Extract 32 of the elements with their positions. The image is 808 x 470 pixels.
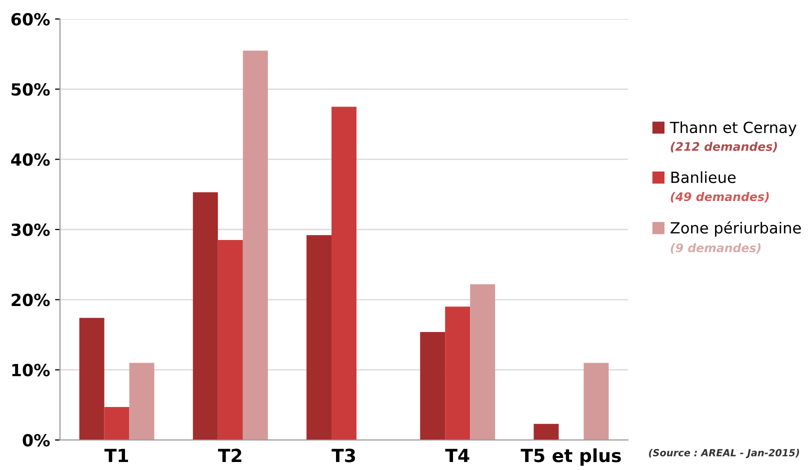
y-tick-label: 50% — [12, 83, 50, 96]
y-tick-label: 10% — [12, 364, 50, 376]
x-tick-label: T2 — [218, 448, 242, 462]
bar — [218, 240, 243, 440]
legend-label: Thann et Cernay — [670, 121, 796, 136]
bar — [332, 106, 356, 440]
legend-label: Zone périurbaine — [670, 221, 801, 237]
text: (9 demandes) — [670, 243, 761, 254]
bar — [242, 50, 268, 440]
y-tick-label: 0% — [22, 434, 50, 447]
x-tick-label: T5 et plus — [520, 448, 621, 466]
bar — [445, 306, 470, 440]
y-tick-label: 60% — [11, 12, 50, 26]
bar — [470, 284, 496, 440]
x-tick-label: T1 — [104, 448, 128, 462]
bar — [534, 424, 559, 440]
bar — [192, 192, 218, 440]
bar — [129, 362, 154, 440]
text: (212 demandes) — [670, 142, 777, 152]
y-tick-label: 30% — [12, 223, 50, 236]
y-tick-label: 20% — [12, 294, 50, 306]
legend-label: Banlieue — [671, 171, 736, 184]
x-tick-label: T4 — [445, 448, 470, 462]
bar — [420, 332, 446, 440]
y-tick-label: 40% — [11, 153, 50, 166]
text: (49 demandes) — [670, 192, 769, 203]
x-tick-label: T3 — [332, 448, 356, 462]
bar — [79, 318, 104, 440]
bar — [306, 235, 332, 440]
text: (Source : AREAL - Jan-2015) — [649, 448, 800, 458]
bar — [584, 362, 609, 440]
bar — [104, 407, 130, 440]
